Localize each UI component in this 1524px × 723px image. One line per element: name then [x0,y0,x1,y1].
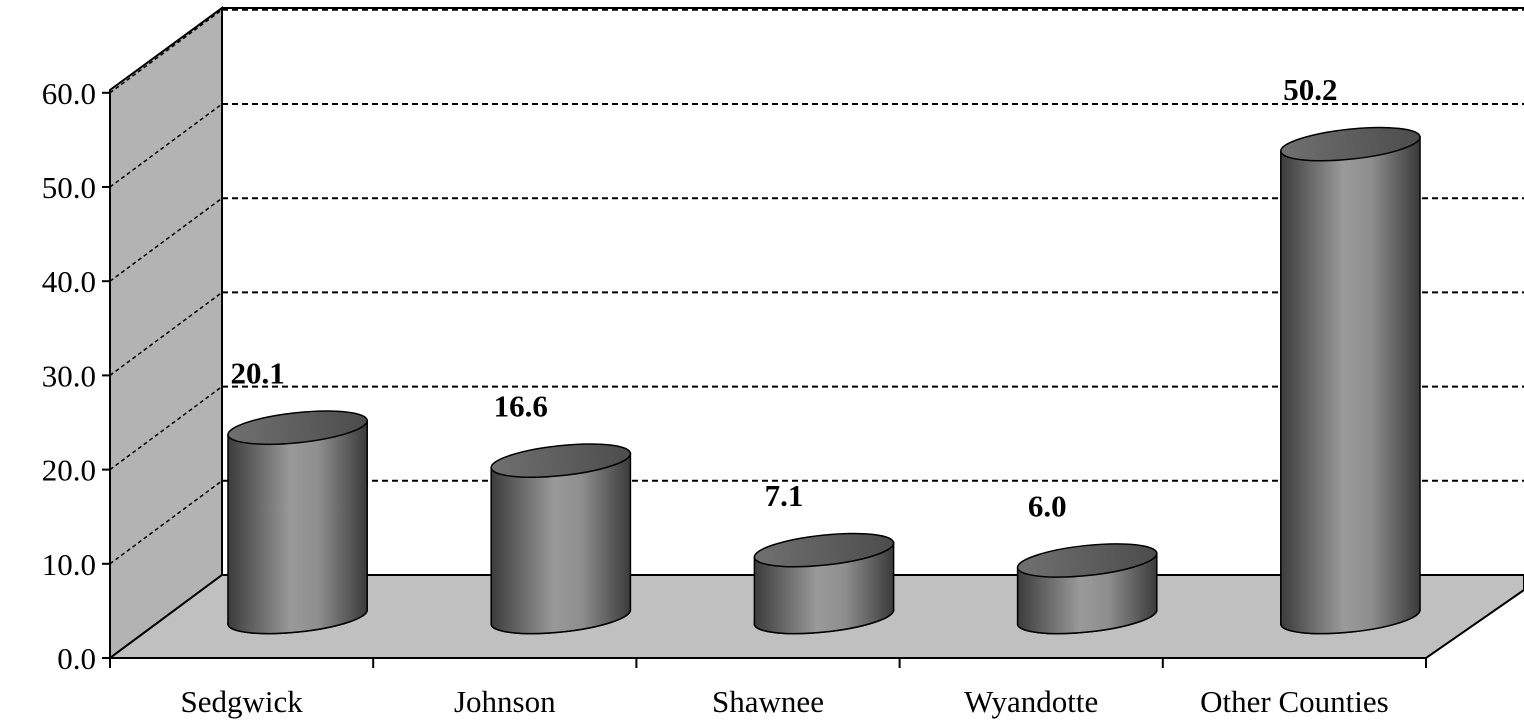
x-tick-label: Other Counties [1200,684,1389,719]
x-tick-label: Shawnee [712,684,824,719]
y-tick-label: 40.0 [42,264,96,299]
y-tick-label: 60.0 [42,76,96,111]
bar [753,532,895,635]
x-tick-label: Sedgwick [180,684,303,719]
bar [1016,543,1158,635]
y-tick-label: 50.0 [42,170,96,205]
y-tick-label: 30.0 [42,358,96,393]
gridline [109,103,1524,188]
y-tick-label: 0.0 [57,641,96,676]
data-label: 20.1 [230,356,284,391]
data-label: 6.0 [1028,488,1067,523]
gridline [109,8,1524,94]
y-tick-label: 20.0 [42,453,96,488]
data-label: 50.2 [1283,72,1337,107]
data-label: 16.6 [494,389,548,424]
data-label: 7.1 [765,478,804,513]
bar [227,410,368,635]
y-tick-label: 10.0 [42,547,96,582]
bar [490,443,632,635]
bar [1280,126,1421,635]
x-tick-label: Wyandotte [964,684,1098,719]
x-tick-label: Johnson [454,684,556,719]
